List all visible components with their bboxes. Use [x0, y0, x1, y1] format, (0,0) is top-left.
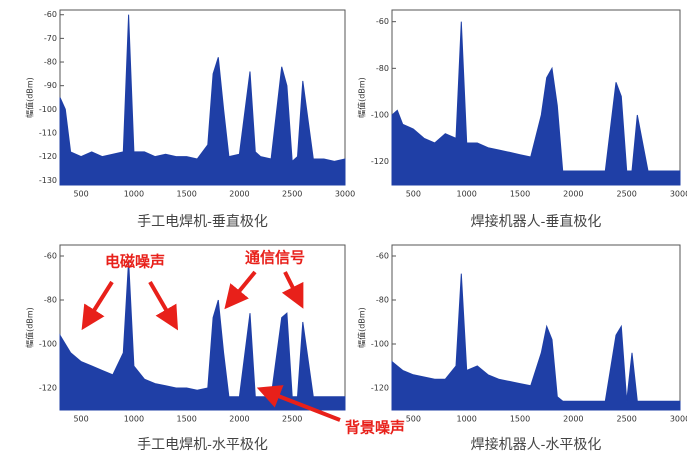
x-tick-label: 2500 — [282, 415, 302, 424]
x-tick-label: 2000 — [229, 415, 249, 424]
x-tick-label: 1500 — [176, 190, 196, 199]
y-tick-label: -130 — [39, 176, 57, 185]
y-tick-label: -80 — [44, 58, 57, 67]
spectrum — [391, 21, 681, 186]
x-tick-label: 1000 — [456, 190, 476, 199]
chart-title: 手工电焊机-垂直极化 — [137, 213, 268, 230]
annotation: 通信信号 — [245, 249, 305, 267]
x-tick-label: 1500 — [510, 190, 530, 199]
y-tick-label: -100 — [39, 340, 57, 349]
y-tick-label: -120 — [371, 157, 389, 166]
x-tick-label: 2500 — [616, 415, 636, 424]
y-tick-label: -80 — [376, 296, 389, 305]
x-tick-label: 500 — [73, 190, 88, 199]
x-tick-label: 1000 — [456, 415, 476, 424]
annotation-arrow — [224, 270, 257, 310]
annotation-arrow — [148, 280, 179, 331]
y-axis-label: 幅值(dBm) — [25, 77, 35, 118]
y-axis-label: 幅值(dBm) — [357, 77, 367, 118]
x-tick-label: 3000 — [670, 415, 687, 424]
y-tick-label: -120 — [39, 384, 57, 393]
y-tick-label: -80 — [376, 64, 389, 73]
x-tick-label: 2000 — [563, 190, 583, 199]
x-tick-label: 2500 — [282, 190, 302, 199]
y-tick-label: -80 — [44, 296, 57, 305]
chart-title: 手工电焊机-水平极化 — [137, 437, 268, 453]
annotation-arrow — [281, 271, 304, 309]
spectrum — [59, 260, 346, 411]
x-tick-label: 1000 — [124, 190, 144, 199]
annotation-arrow — [256, 385, 341, 422]
y-axis-label: 幅值(dBm) — [25, 307, 35, 348]
spectrum — [59, 14, 346, 186]
y-tick-label: -60 — [44, 252, 57, 261]
y-axis-label: 幅值(dBm) — [357, 307, 367, 348]
spectrum — [391, 273, 681, 411]
x-tick-label: 1000 — [124, 415, 144, 424]
x-tick-label: 1500 — [176, 415, 196, 424]
y-tick-label: -110 — [39, 128, 57, 137]
x-tick-label: 500 — [73, 415, 88, 424]
x-tick-label: 2500 — [616, 190, 636, 199]
y-tick-label: -60 — [376, 252, 389, 261]
y-tick-label: -100 — [39, 105, 57, 114]
y-tick-label: -120 — [39, 152, 57, 161]
annotation: 电磁噪声 — [105, 253, 165, 271]
y-tick-label: -120 — [371, 384, 389, 393]
x-tick-label: 500 — [406, 190, 421, 199]
x-tick-label: 1500 — [510, 415, 530, 424]
chart-title: 焊接机器人-垂直极化 — [471, 213, 602, 230]
x-tick-label: 3000 — [335, 190, 355, 199]
y-tick-label: -70 — [44, 34, 57, 43]
y-tick-label: -100 — [371, 111, 389, 120]
y-tick-label: -100 — [371, 340, 389, 349]
y-tick-label: -60 — [376, 17, 389, 26]
y-tick-label: -90 — [44, 81, 57, 90]
x-tick-label: 2000 — [229, 190, 249, 199]
x-tick-label: 500 — [406, 415, 421, 424]
chart-title: 焊接机器人-水平极化 — [471, 436, 602, 453]
annotation-arrow — [81, 280, 114, 331]
x-tick-label: 3000 — [670, 190, 687, 199]
x-tick-label: 2000 — [563, 415, 583, 424]
y-tick-label: -60 — [44, 10, 57, 19]
annotation: 背景噪声 — [345, 419, 405, 437]
